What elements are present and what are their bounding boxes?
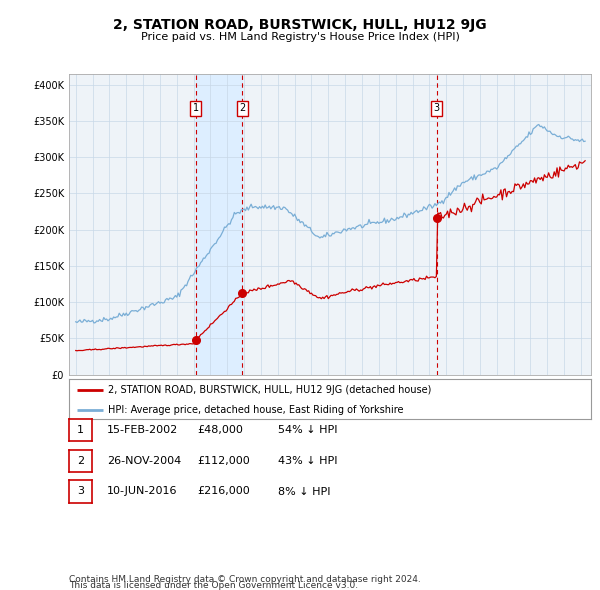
Text: This data is licensed under the Open Government Licence v3.0.: This data is licensed under the Open Gov… bbox=[69, 581, 358, 590]
Text: 1: 1 bbox=[193, 103, 199, 113]
Text: 26-NOV-2004: 26-NOV-2004 bbox=[107, 456, 181, 466]
Text: 15-FEB-2002: 15-FEB-2002 bbox=[107, 425, 178, 435]
Text: 3: 3 bbox=[434, 103, 440, 113]
Text: 3: 3 bbox=[77, 487, 84, 496]
Text: 2, STATION ROAD, BURSTWICK, HULL, HU12 9JG (detached house): 2, STATION ROAD, BURSTWICK, HULL, HU12 9… bbox=[108, 385, 431, 395]
Text: 2: 2 bbox=[77, 456, 84, 466]
Text: £48,000: £48,000 bbox=[197, 425, 242, 435]
Text: £112,000: £112,000 bbox=[197, 456, 250, 466]
Bar bbox=[196, 74, 242, 375]
Text: Price paid vs. HM Land Registry's House Price Index (HPI): Price paid vs. HM Land Registry's House … bbox=[140, 32, 460, 42]
Text: 54% ↓ HPI: 54% ↓ HPI bbox=[278, 425, 337, 435]
Text: 2: 2 bbox=[239, 103, 245, 113]
Text: HPI: Average price, detached house, East Riding of Yorkshire: HPI: Average price, detached house, East… bbox=[108, 405, 404, 415]
Text: 10-JUN-2016: 10-JUN-2016 bbox=[107, 487, 178, 496]
Text: 8% ↓ HPI: 8% ↓ HPI bbox=[278, 487, 330, 496]
Text: 43% ↓ HPI: 43% ↓ HPI bbox=[278, 456, 337, 466]
Text: Contains HM Land Registry data © Crown copyright and database right 2024.: Contains HM Land Registry data © Crown c… bbox=[69, 575, 421, 584]
Text: 2, STATION ROAD, BURSTWICK, HULL, HU12 9JG: 2, STATION ROAD, BURSTWICK, HULL, HU12 9… bbox=[113, 18, 487, 32]
Text: 1: 1 bbox=[77, 425, 84, 435]
Text: £216,000: £216,000 bbox=[197, 487, 250, 496]
